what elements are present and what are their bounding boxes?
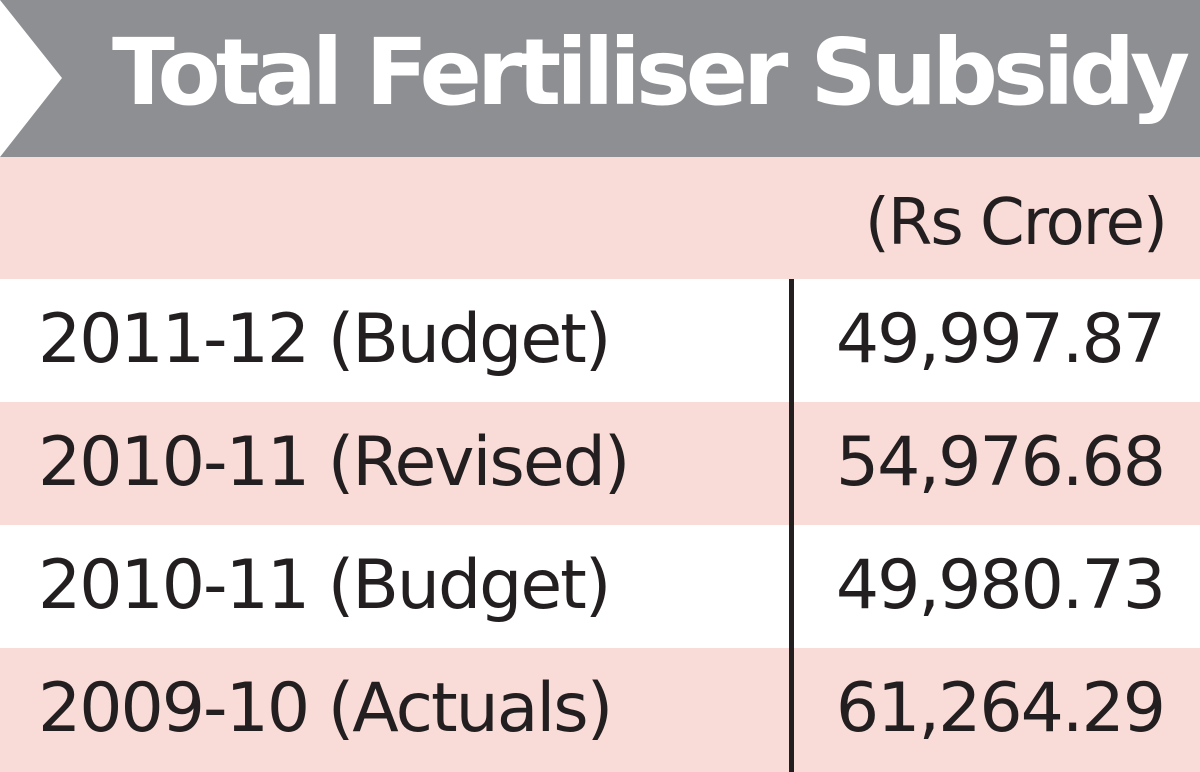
column-divider <box>789 279 794 772</box>
table-row: 2010-11 (Revised) 54,976.68 <box>0 402 1200 525</box>
unit-row: (Rs Crore) <box>0 157 1200 279</box>
row-label: 2009-10 (Actuals) <box>38 669 613 748</box>
row-value: 61,264.29 <box>835 669 1166 748</box>
row-label: 2011-12 (Budget) <box>38 300 611 379</box>
row-label: 2010-11 (Budget) <box>38 546 611 625</box>
row-label: 2010-11 (Revised) <box>38 423 630 502</box>
chart-title: Total Fertiliser Subsidy <box>112 19 1190 126</box>
unit-label: (Rs Crore) <box>864 186 1168 260</box>
arrow-notch-icon <box>0 0 62 157</box>
row-value: 49,980.73 <box>835 546 1166 625</box>
row-value: 54,976.68 <box>835 423 1166 502</box>
header-bar: Total Fertiliser Subsidy <box>0 0 1200 157</box>
table-row: 2011-12 (Budget) 49,997.87 <box>0 279 1200 402</box>
table-row: 2009-10 (Actuals) 61,264.29 <box>0 648 1200 772</box>
table-row: 2010-11 (Budget) 49,980.73 <box>0 525 1200 648</box>
row-value: 49,997.87 <box>835 300 1166 379</box>
